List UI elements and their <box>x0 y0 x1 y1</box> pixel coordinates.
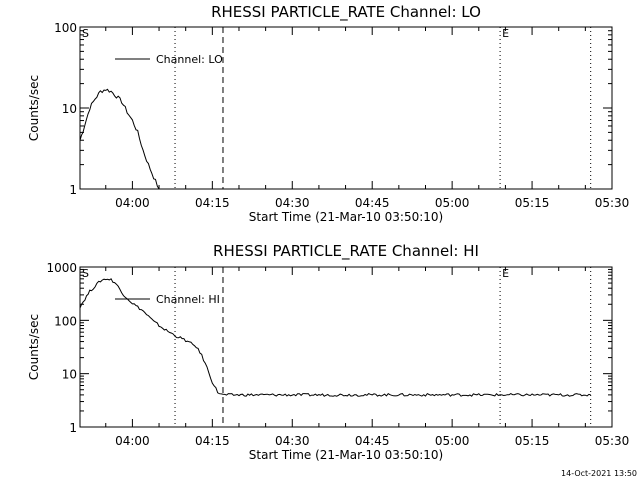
x-tick-label: 04:30 <box>275 196 310 210</box>
chart-title: RHESSI PARTICLE_RATE Channel: LO <box>211 3 481 22</box>
marker-label-end: E <box>502 27 509 40</box>
marker-label-start: S <box>82 27 89 40</box>
x-tick-label: 05:00 <box>435 196 470 210</box>
y-tick-label: 100 <box>54 314 77 328</box>
y-axis-label: Counts/sec <box>27 314 41 380</box>
y-tick-label: 1 <box>69 183 77 197</box>
y-axis-label: Counts/sec <box>27 75 41 141</box>
y-tick-label: 1000 <box>46 261 77 275</box>
x-tick-label: 04:45 <box>355 196 390 210</box>
footer-timestamp: 14-Oct-2021 13:50 <box>561 469 637 478</box>
marker-label-start: S <box>82 267 89 280</box>
legend-label: Channel: HI <box>156 293 220 306</box>
x-tick-label: 05:00 <box>435 434 470 448</box>
y-tick-label: 1 <box>69 421 77 435</box>
series-line <box>79 88 165 190</box>
legend-label: Channel: LO <box>156 53 223 66</box>
x-tick-label: 04:30 <box>275 434 310 448</box>
marker-label-end: E <box>502 267 509 280</box>
x-tick-label: 05:30 <box>595 434 630 448</box>
x-axis-label: Start Time (21-Mar-10 03:50:10) <box>249 210 443 224</box>
plot-frame <box>79 26 613 190</box>
y-tick-label: 10 <box>62 102 77 116</box>
chart-panel-1: RHESSI PARTICLE_RATE Channel: LO 04:00 04:… <box>27 3 629 224</box>
x-tick-label: 04:15 <box>195 434 230 448</box>
x-tick-label: 04:00 <box>115 434 150 448</box>
x-tick-label: 05:15 <box>515 196 550 210</box>
x-tick-label: 05:30 <box>595 196 630 210</box>
x-tick-label: 04:00 <box>115 196 150 210</box>
x-tick-label: 04:45 <box>355 434 390 448</box>
y-tick-label: 10 <box>62 368 77 382</box>
x-axis-label: Start Time (21-Mar-10 03:50:10) <box>249 448 443 462</box>
x-tick-label: 05:15 <box>515 434 550 448</box>
y-tick-label: 100 <box>54 21 77 35</box>
plot-frame <box>79 266 613 428</box>
series-line <box>79 278 591 397</box>
x-tick-label: 04:15 <box>195 196 230 210</box>
chart-title: RHESSI PARTICLE_RATE Channel: HI <box>213 242 479 261</box>
chart-panel-2: RHESSI PARTICLE_RATE Channel: HI 04:00 04:… <box>27 242 629 462</box>
